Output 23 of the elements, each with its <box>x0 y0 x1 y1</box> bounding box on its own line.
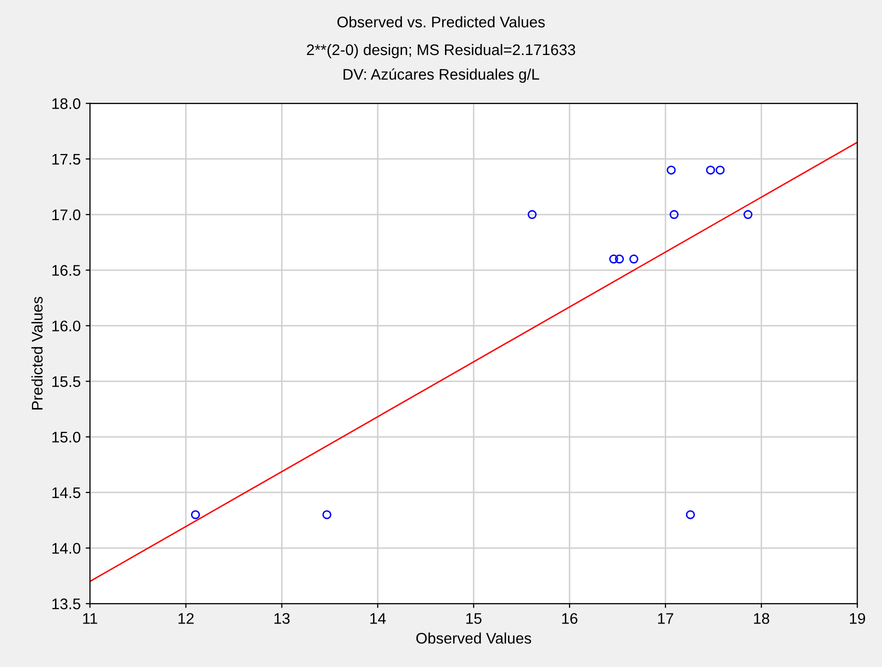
y-tick-label: 14.0 <box>52 542 80 554</box>
x-tick-label: 19 <box>850 613 866 624</box>
x-tick-label: 12 <box>178 613 194 624</box>
y-axis-title: Predicted Values <box>31 296 43 410</box>
y-tick-label: 16.0 <box>52 320 80 332</box>
y-tick-label: 13.5 <box>52 598 80 610</box>
x-tick-label: 15 <box>466 613 482 624</box>
chart-title: Observed vs. Predicted Values <box>337 16 545 28</box>
x-tick-label: 17 <box>658 613 674 624</box>
y-tick-label: 17.0 <box>52 209 80 220</box>
y-tick-label: 14.5 <box>52 487 80 498</box>
x-tick-label: 18 <box>754 613 770 624</box>
x-tick-label: 13 <box>274 613 290 624</box>
y-tick-label: 16.5 <box>52 265 80 276</box>
y-tick-label: 15.5 <box>52 376 80 387</box>
chart-subtitle: 2**(2-0) design; MS Residual=2.171633 DV: Azúcares Residuales g/L <box>306 44 576 83</box>
x-tick-label: 16 <box>562 613 578 624</box>
y-tick-label: 15.0 <box>52 432 80 443</box>
x-tick-label: 14 <box>370 613 386 624</box>
y-tick-label: 17.5 <box>52 154 80 165</box>
x-tick-label: 11 <box>83 613 98 624</box>
y-tick-label: 18.0 <box>52 98 80 110</box>
x-axis-title: Observed Values <box>416 632 532 644</box>
